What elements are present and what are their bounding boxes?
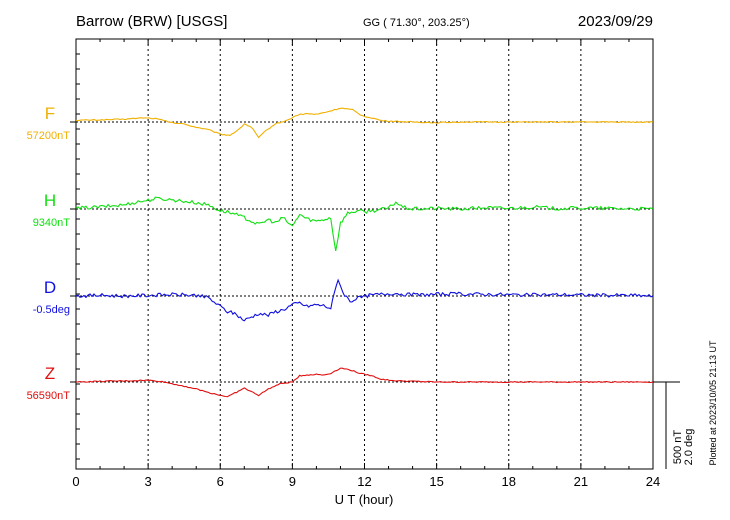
x-tick-label: 3 (145, 474, 152, 489)
x-axis-ticks: 0 3 6 9 12 15 18 21 24 (72, 39, 660, 489)
channel-d-baseline-value: -0.5deg (33, 304, 70, 316)
baselines (70, 121, 653, 383)
scale-bar-nt-label: 500 nT (672, 430, 684, 465)
scale-bar-deg-label: 2.0 deg (683, 429, 695, 466)
channel-f-label: F (45, 104, 55, 123)
channel-h-baseline-value: 9340nT (33, 217, 71, 229)
channel-labels: F 57200nT H 9340nT D -0.5deg Z 56590nT (27, 104, 71, 402)
x-tick-label: 12 (357, 474, 371, 489)
x-tick-label: 24 (646, 474, 660, 489)
x-tick-label: 6 (217, 474, 224, 489)
plotted-note: Plotted at 2023/10/05 21:13 UT (708, 340, 718, 466)
grid (147, 39, 582, 469)
scale-bar: 500 nT 2.0 deg (653, 381, 695, 469)
x-tick-label: 15 (429, 474, 443, 489)
channel-z-baseline-value: 56590nT (27, 390, 71, 402)
channel-d-label: D (44, 278, 56, 297)
date-label: 2023/09/29 (578, 13, 653, 30)
series-d-line (75, 278, 654, 322)
x-axis-label: U T (hour) (335, 492, 394, 507)
series-lines (75, 107, 654, 398)
channel-z-label: Z (45, 364, 55, 383)
x-tick-label: 21 (574, 474, 588, 489)
coordinates-label: GG ( 71.30°, 203.25°) (363, 17, 470, 29)
channel-h-label: H (44, 191, 56, 210)
channel-f-baseline-value: 57200nT (27, 130, 71, 142)
x-tick-label: 18 (502, 474, 516, 489)
x-tick-label: 0 (72, 474, 79, 489)
series-h-line (75, 196, 654, 252)
series-z-line (75, 367, 654, 398)
x-tick-label: 9 (289, 474, 296, 489)
series-f-line (75, 107, 654, 139)
station-title: Barrow (BRW) [USGS] (76, 13, 227, 30)
